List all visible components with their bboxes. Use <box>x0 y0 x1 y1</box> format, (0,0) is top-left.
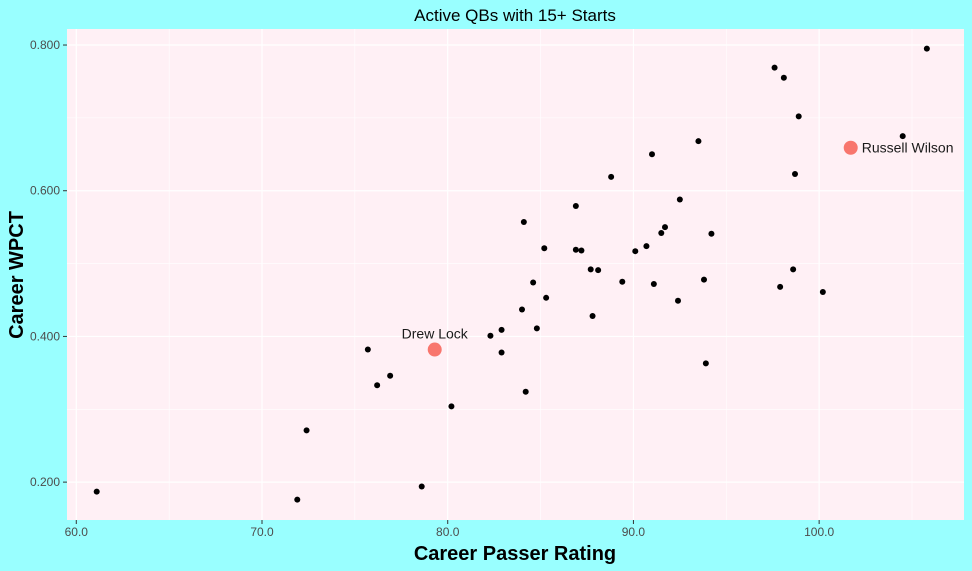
data-point <box>303 427 310 434</box>
data-point <box>487 332 494 339</box>
data-point <box>923 45 930 52</box>
data-point <box>650 280 657 287</box>
grid-lines <box>67 29 964 520</box>
highlighted-point <box>843 140 858 155</box>
data-point <box>374 382 381 389</box>
data-point <box>364 346 371 353</box>
y-tick-label: 0.200 <box>30 475 60 489</box>
data-point <box>662 224 668 231</box>
highlighted-point <box>427 342 442 357</box>
x-tick-label: 100.0 <box>804 525 834 539</box>
data-point <box>632 248 639 255</box>
data-point <box>675 297 681 304</box>
data-point <box>578 247 585 254</box>
x-tick-label: 70.0 <box>250 525 274 539</box>
data-point <box>418 483 425 490</box>
data-point <box>448 403 455 410</box>
data-point <box>695 138 702 145</box>
y-axis-ticks: 0.200 0.400 0.600 0.800 <box>30 38 67 489</box>
data-point <box>649 151 655 158</box>
data-point <box>795 113 802 120</box>
x-axis-title: Career Passer Rating <box>414 543 616 565</box>
data-point <box>777 283 784 290</box>
data-point <box>543 294 550 301</box>
data-point <box>780 74 787 81</box>
data-point <box>771 64 778 71</box>
data-point <box>899 133 906 140</box>
y-tick-label: 0.400 <box>30 329 60 343</box>
data-point <box>387 372 394 379</box>
x-tick-label: 80.0 <box>436 525 460 539</box>
data-point <box>541 245 548 252</box>
data-point <box>520 219 527 226</box>
data-point <box>790 266 797 273</box>
data-point <box>498 326 505 333</box>
data-point <box>619 278 626 285</box>
data-point <box>294 496 301 503</box>
data-point <box>819 288 826 295</box>
data-point <box>587 266 594 273</box>
data-point <box>708 230 715 237</box>
data-point <box>792 170 798 177</box>
data-point <box>701 276 707 283</box>
data-point <box>589 313 596 320</box>
data-point <box>533 325 540 332</box>
x-tick-label: 60.0 <box>65 525 89 539</box>
data-point <box>498 349 505 356</box>
data-point <box>702 360 709 367</box>
y-tick-label: 0.600 <box>30 184 60 198</box>
data-point <box>93 488 100 495</box>
data-point <box>522 388 529 395</box>
data-point <box>572 203 579 210</box>
data-point <box>595 267 602 274</box>
point-annotation: Drew Lock <box>402 326 469 342</box>
data-point <box>658 229 665 236</box>
data-point <box>608 173 615 180</box>
data-point <box>530 279 537 286</box>
y-tick-label: 0.800 <box>30 38 60 52</box>
highlighted-points: Drew Lock Russell Wilson <box>402 140 954 357</box>
y-axis-title: Career WPCT <box>6 211 28 339</box>
x-tick-label: 90.0 <box>622 525 646 539</box>
data-point <box>519 306 525 313</box>
data-point <box>676 196 683 203</box>
data-point <box>572 246 579 253</box>
x-axis-ticks: 60.0 70.0 80.0 90.0 100.0 <box>65 520 834 539</box>
plot-panel <box>67 29 964 520</box>
data-point <box>643 243 650 250</box>
data-points <box>93 45 930 503</box>
chart-title: Active QBs with 15+ Starts <box>414 6 616 25</box>
point-annotation: Russell Wilson <box>862 140 954 156</box>
